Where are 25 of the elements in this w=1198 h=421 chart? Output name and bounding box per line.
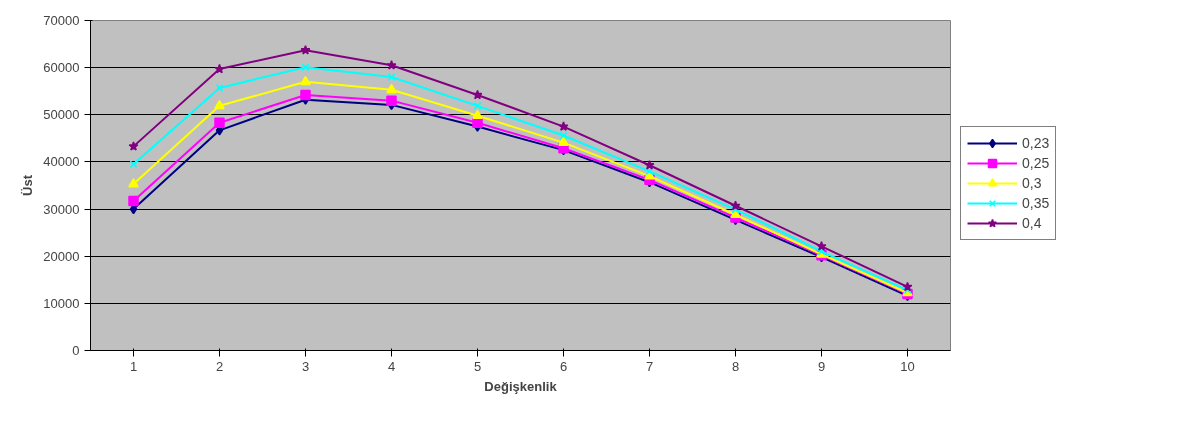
x-tick-label: 6 <box>559 358 568 374</box>
x-tick-label: 4 <box>387 358 396 374</box>
y-tick-label: 10000 <box>43 295 80 311</box>
x-tick-label: 8 <box>731 358 740 374</box>
x-tick-label: 1 <box>129 358 138 374</box>
legend-label: 0,4 <box>1022 215 1042 231</box>
y-tick-label: 70000 <box>43 13 80 28</box>
x-tick-label: 10 <box>900 358 915 374</box>
x-tick-label: 9 <box>817 358 826 374</box>
y-tick-label: 30000 <box>43 201 80 217</box>
x-tick-label: 7 <box>645 358 654 374</box>
legend-label: 0,25 <box>1022 155 1050 171</box>
y-tick-label: 20000 <box>43 248 80 264</box>
y-tick-label: 0 <box>72 343 80 358</box>
x-axis-title: Değişkenlik <box>484 378 558 394</box>
legend-label: 0,35 <box>1022 195 1050 211</box>
x-tick-label: 3 <box>301 358 310 374</box>
x-tick-label: 2 <box>215 358 224 374</box>
y-tick-label: 40000 <box>43 154 80 170</box>
y-tick-label: 60000 <box>43 60 80 76</box>
legend-label: 0,23 <box>1022 135 1050 151</box>
y-axis-title: Üst <box>20 174 36 196</box>
legend-label: 0,3 <box>1022 175 1042 191</box>
y-tick-label: 50000 <box>43 107 80 123</box>
x-tick-label: 5 <box>473 358 482 374</box>
